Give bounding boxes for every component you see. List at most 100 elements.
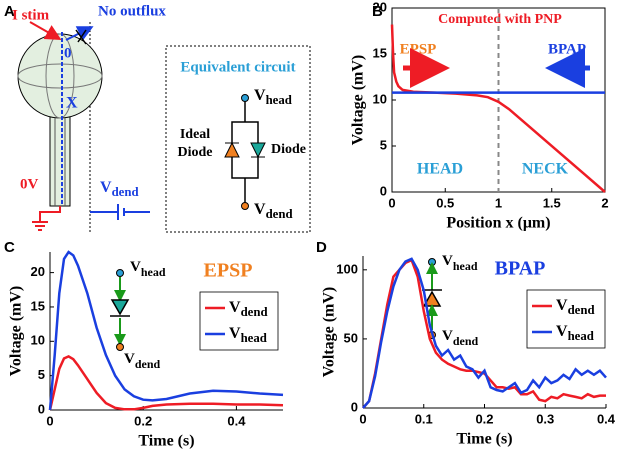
ideal-label: Ideal xyxy=(180,127,210,142)
chart: B 0 5 10 15 20 0 0.5 1 1.5 2 Position x (μm) Voltage… xyxy=(350,0,609,232)
chart-title: EPSP xyxy=(204,260,253,282)
label-sub: dend xyxy=(266,207,293,221)
x-axis-label: Position x (μm) xyxy=(446,215,550,232)
x-tick-label: 0.1 xyxy=(415,411,433,426)
x-tick-label: 0.2 xyxy=(475,411,493,426)
inset-label: Vhead xyxy=(442,253,478,272)
ground-wire xyxy=(32,206,61,231)
x-tick-label: 0.3 xyxy=(536,411,554,426)
head-sphere xyxy=(17,33,103,119)
panel-label: B xyxy=(372,3,383,20)
diode xyxy=(250,142,266,159)
legend-label: Vdend xyxy=(556,297,595,317)
panel-label: C xyxy=(4,239,15,256)
ideal-diode xyxy=(224,141,240,158)
diode xyxy=(110,299,130,317)
inset-label: Vdend xyxy=(124,351,161,370)
battery xyxy=(90,204,150,220)
annotation: EPSP xyxy=(400,41,437,57)
label-sub: head xyxy=(141,265,166,279)
panel-b-annotations: Computed with PNP EPSP BPAP HEAD NECK xyxy=(400,12,590,178)
y-axis-label: Voltage (mV) xyxy=(350,55,367,146)
box-title: Equivalent circuit xyxy=(180,59,295,75)
annotation: HEAD xyxy=(417,161,463,178)
label-sub: dend xyxy=(453,334,479,348)
x-label: X xyxy=(66,95,78,112)
legend-box xyxy=(526,289,606,349)
panel-a: A I stim No outflux 0 X 0V Vdend Equival… xyxy=(4,3,311,233)
inset-label: Vdend xyxy=(442,328,479,347)
chart-title: Computed with PNP xyxy=(438,12,562,27)
node-head xyxy=(241,94,249,102)
y-tick-label: 0 xyxy=(380,183,387,198)
x-tick-label: 0.5 xyxy=(436,195,454,210)
label-sub: head xyxy=(241,331,267,345)
y-tick-label: 10 xyxy=(373,91,387,106)
inset-label: Vhead xyxy=(130,259,166,278)
panel-d-extras: BPAP Vhead Vdend xyxy=(422,253,546,348)
label-sub: dend xyxy=(568,303,595,317)
y-tick-label: 15 xyxy=(373,45,387,60)
annotation: BPAP xyxy=(548,41,586,57)
circuit-bottom-label: Vdend xyxy=(254,201,293,221)
label-base: V xyxy=(442,253,453,269)
y-tick-label: 0 xyxy=(38,401,45,416)
ground-label: 0V xyxy=(20,176,39,192)
y-tick-label: 10 xyxy=(31,333,45,348)
panel-c-extras: EPSP Vhead Vdend xyxy=(110,259,253,371)
x-tick-label: 2 xyxy=(601,195,608,210)
y-tick-label: 5 xyxy=(38,367,45,382)
outflux-label: No outflux xyxy=(98,3,166,19)
x-axis-label: Time (s) xyxy=(138,433,194,450)
x-tick-label: 0.2 xyxy=(134,413,152,428)
node xyxy=(116,269,124,277)
node-dend xyxy=(241,202,249,210)
label-base: V xyxy=(442,328,453,344)
legend-label: Vhead xyxy=(556,323,594,343)
x-tick-label: 0 xyxy=(46,413,53,428)
panel-label: A xyxy=(4,3,15,20)
chart-title: BPAP xyxy=(495,258,546,280)
label-base: V xyxy=(229,325,241,342)
node xyxy=(116,343,124,351)
y-tick-label: 20 xyxy=(31,264,45,279)
legend-label: Vdend xyxy=(229,299,268,319)
legend-box xyxy=(199,291,279,351)
y-tick-label: 50 xyxy=(344,330,358,345)
label-base: V xyxy=(130,259,141,275)
x-tick-label: 1 xyxy=(495,195,502,210)
x-tick-label: 0.4 xyxy=(597,411,616,426)
origin-label: 0 xyxy=(64,45,72,61)
y-tick-label: 100 xyxy=(336,261,358,276)
x-tick-label: 0.4 xyxy=(227,413,246,428)
x-tick-label: 0 xyxy=(359,411,366,426)
series-line xyxy=(48,250,284,411)
stim-label: I stim xyxy=(12,7,50,23)
x-tick-label: 0 xyxy=(388,195,395,210)
v-dend-label: Vdend xyxy=(100,179,139,199)
y-axis-label: Voltage (mV) xyxy=(321,287,338,378)
label-sub: head xyxy=(453,259,478,273)
legend-label: Vhead xyxy=(229,325,267,345)
label-base: V xyxy=(556,323,568,340)
panel-label: D xyxy=(316,239,327,256)
diode-label: Diode xyxy=(271,142,306,157)
label-base: V xyxy=(124,351,135,367)
label-base: V xyxy=(556,297,568,314)
neck xyxy=(49,109,71,207)
label-base: V xyxy=(229,299,241,316)
label-base: V xyxy=(254,87,266,104)
circuit-top-label: Vhead xyxy=(254,87,292,107)
label-base: V xyxy=(254,201,266,218)
annotation: NECK xyxy=(522,161,569,178)
ideal-label: Diode xyxy=(178,145,213,160)
y-axis-label: Voltage (mV) xyxy=(8,286,25,377)
chart: C 0 5 10 15 20 0 0.2 0.4 Time (s) Voltage (mV) Vden… xyxy=(4,239,284,450)
y-tick-label: 15 xyxy=(31,298,45,313)
x-tick-label: 1.5 xyxy=(543,195,561,210)
label-sub: head xyxy=(568,329,594,343)
label-base: V xyxy=(100,179,112,196)
y-tick-label: 20 xyxy=(373,0,387,14)
label-sub: dend xyxy=(112,185,139,199)
